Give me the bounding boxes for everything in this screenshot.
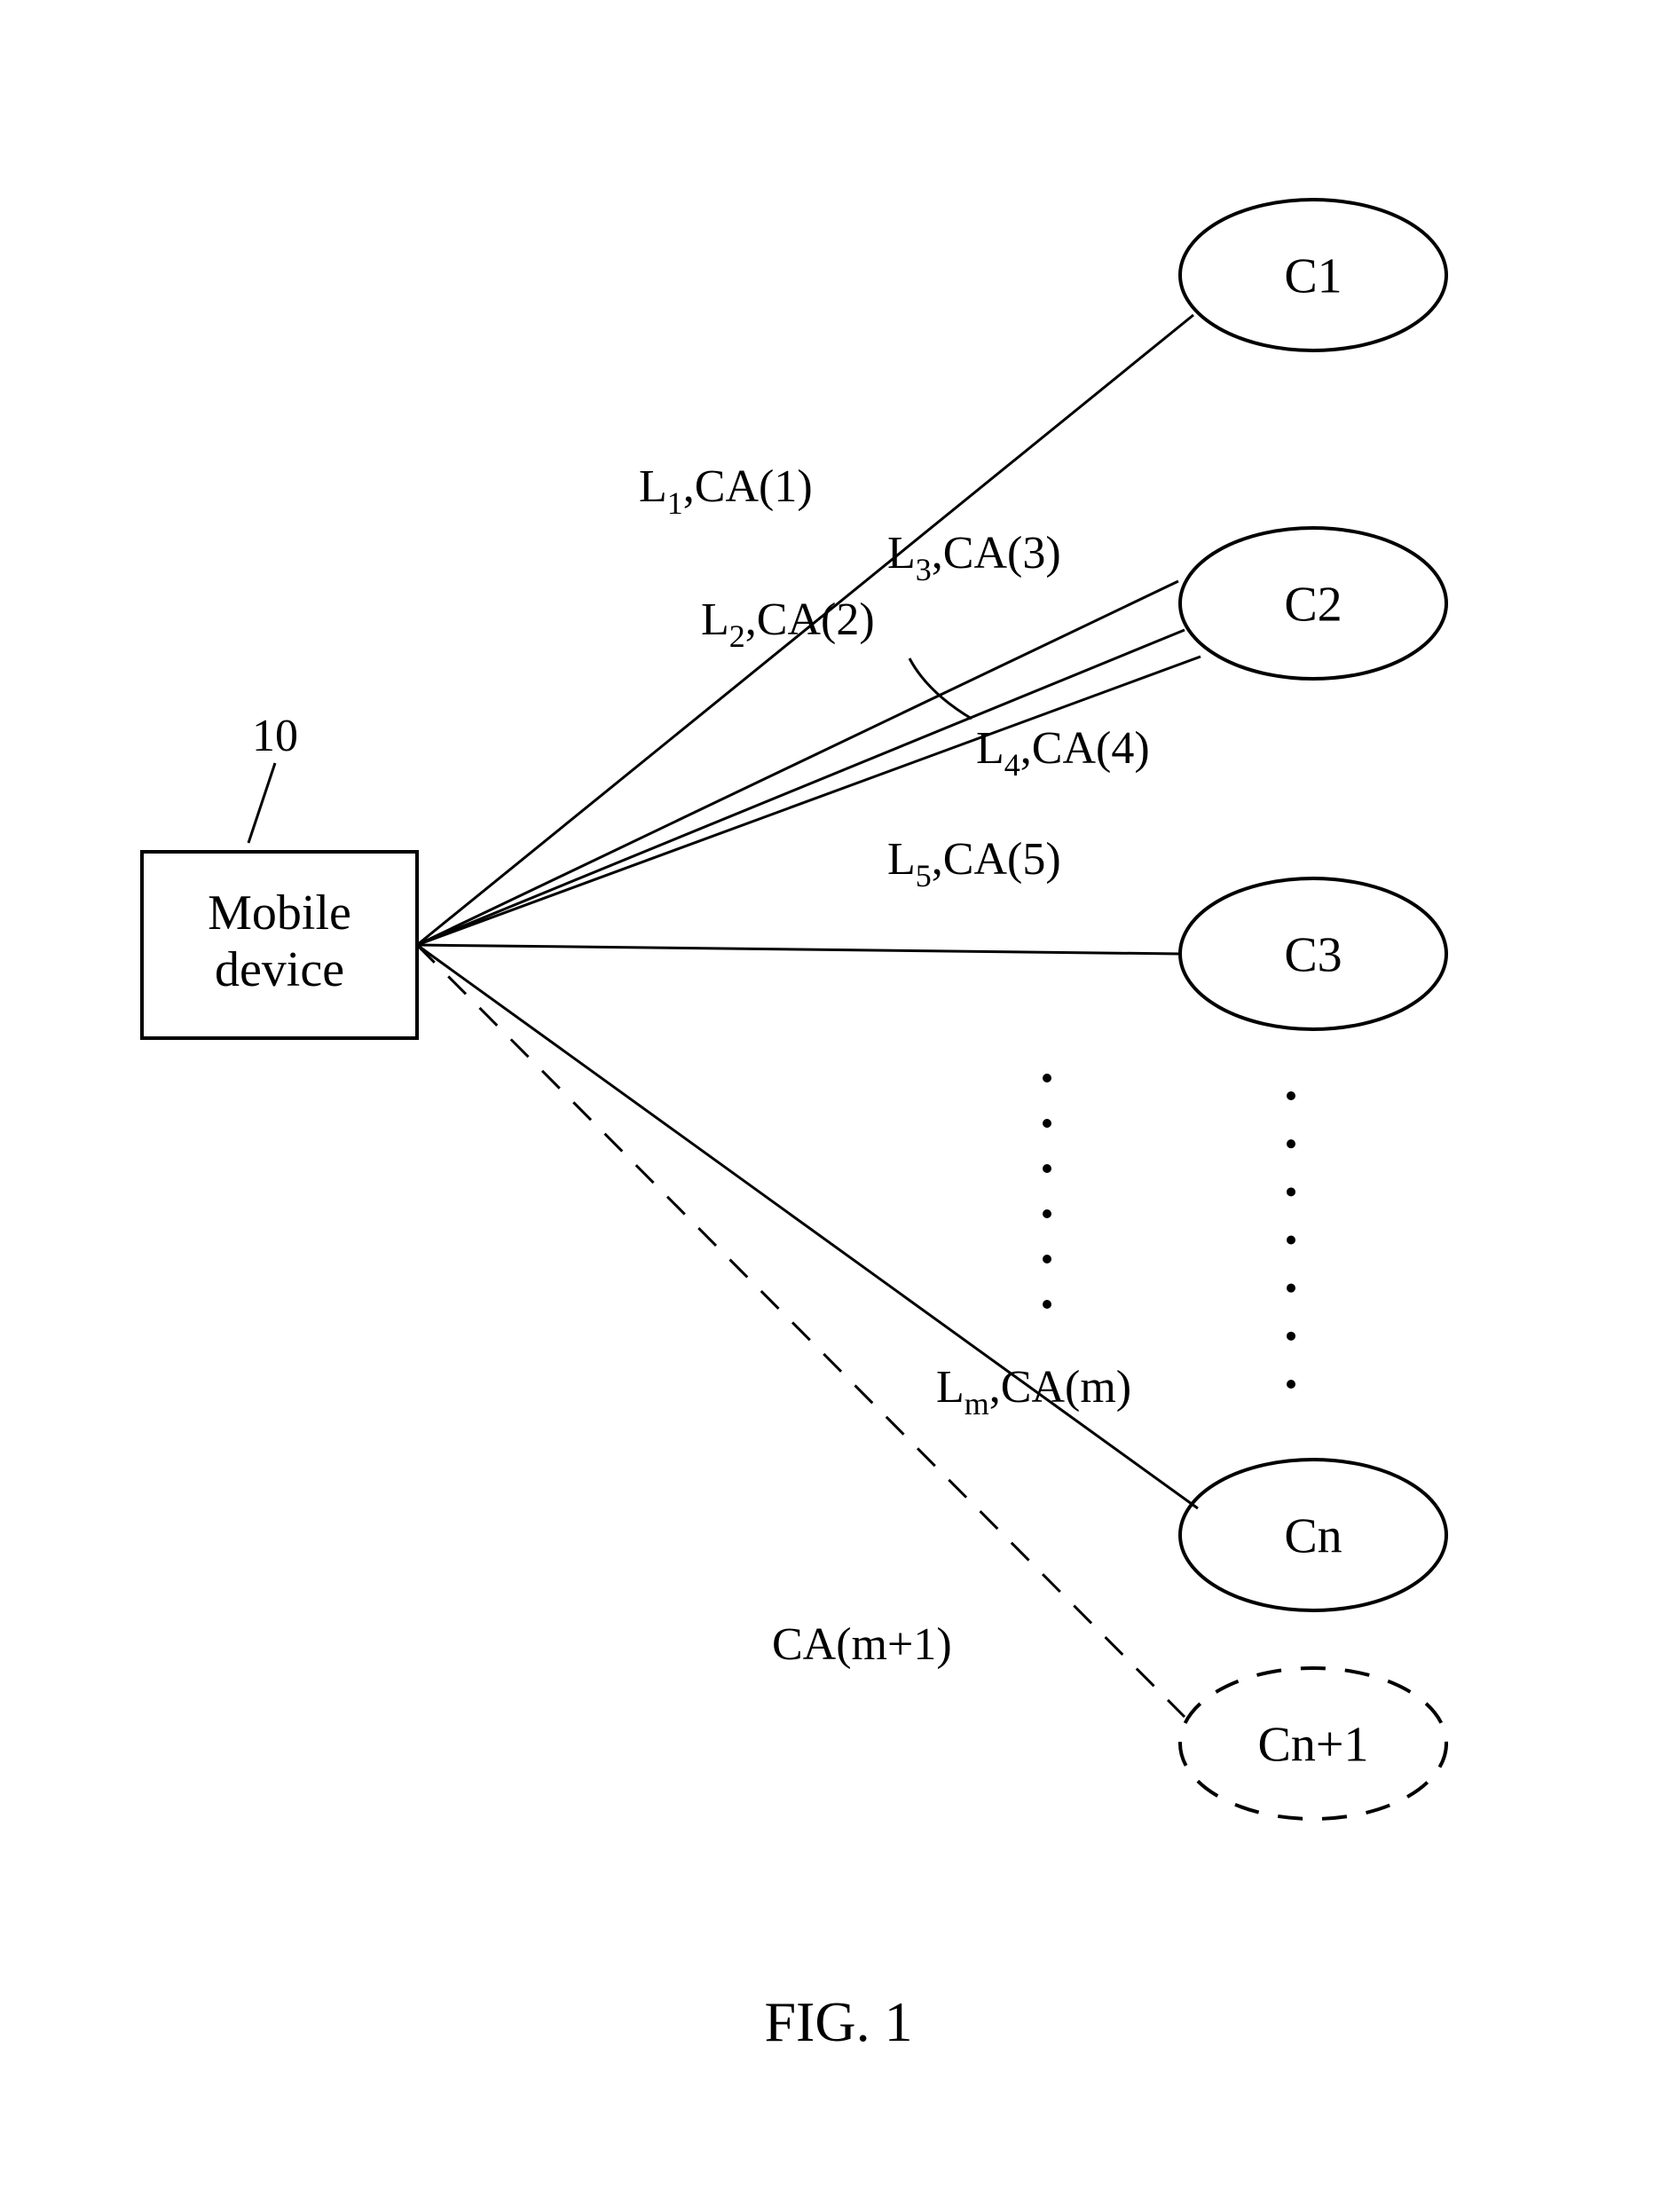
cell-C1-label: C1 <box>1284 249 1342 304</box>
ellipsis-dot-col0-1 <box>1043 1119 1051 1128</box>
ellipsis-dot-col1-5 <box>1287 1332 1295 1341</box>
link-L5-label: L5,CA(5) <box>887 834 1061 893</box>
ellipsis-dot-col0-4 <box>1043 1255 1051 1263</box>
reference-numeral-10: 10 <box>252 711 298 761</box>
ellipsis-dot-col1-0 <box>1287 1091 1295 1100</box>
ellipsis-dot-col0-0 <box>1043 1074 1051 1082</box>
link-L3-label: L3,CA(3) <box>887 528 1061 587</box>
ellipsis-dot-col1-3 <box>1287 1236 1295 1245</box>
cell-Cn+1-label: Cn+1 <box>1258 1718 1369 1773</box>
ellipsis-dot-col1-6 <box>1287 1380 1295 1389</box>
cell-C3-label: C3 <box>1284 928 1342 983</box>
link-Lmp1-label: CA(m+1) <box>772 1619 952 1670</box>
link-L2-label: L2,CA(2) <box>701 594 875 654</box>
ellipsis-dot-col1-2 <box>1287 1187 1295 1196</box>
ellipsis-dot-col1-4 <box>1287 1284 1295 1293</box>
ellipsis-dot-col1-1 <box>1287 1139 1295 1148</box>
cell-C2-label: C2 <box>1284 578 1342 633</box>
ellipsis-dot-col0-3 <box>1043 1209 1051 1218</box>
background <box>0 0 1677 2212</box>
ellipsis-dot-col0-5 <box>1043 1300 1051 1309</box>
figure-caption: FIG. 1 <box>764 1990 912 2053</box>
link-L4-label: L4,CA(4) <box>976 723 1150 783</box>
link-L1-label: L1,CA(1) <box>639 461 813 521</box>
ellipsis-dot-col0-2 <box>1043 1164 1051 1173</box>
cell-Cn-label: Cn <box>1284 1509 1342 1564</box>
